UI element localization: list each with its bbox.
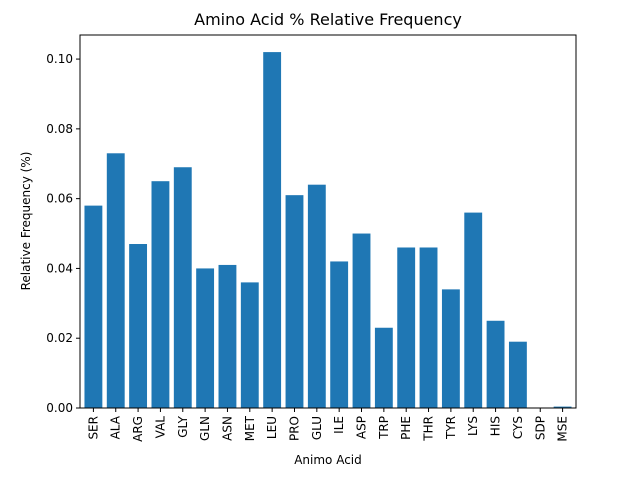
bar-cys [508,341,527,408]
bar-pro [285,195,304,408]
x-tick-label-ile: ILE [332,416,346,434]
bar-leu [263,52,282,408]
y-tick-label: 0.02 [46,331,73,345]
x-tick-label-sdp: SDP [533,416,547,440]
bar-asn [218,264,237,408]
bar-ser [84,205,103,408]
bar-tyr [441,289,460,408]
x-tick-label-val: VAL [153,416,167,439]
x-tick-label-ser: SER [86,416,100,440]
x-tick-label-pro: PRO [287,416,301,441]
x-tick-label-his: HIS [489,416,503,436]
bar-ile [330,261,349,408]
x-tick-label-ala: ALA [109,415,123,439]
y-axis-label: Relative Frequency (%) [19,152,33,291]
chart-title: Amino Acid % Relative Frequency [194,10,462,29]
x-tick-label-asn: ASN [220,416,234,441]
bar-gln [196,268,215,408]
bar-asp [352,233,371,408]
bar-met [240,282,259,408]
bar-arg [129,244,148,408]
x-tick-label-asp: ASP [355,416,369,439]
plot-frame [79,34,577,409]
bar-trp [374,327,393,408]
x-tick-label-met: MET [243,415,257,441]
x-tick-label-gly: GLY [176,415,190,437]
y-tick-label: 0.10 [46,52,73,66]
y-axis: 0.00 0.02 0.04 0.06 0.08 0.10 [46,52,80,415]
bar-ala [106,153,125,408]
bars-group [84,52,572,408]
x-tick-label-cys: CYS [511,416,525,439]
y-tick-label: 0.00 [46,401,73,415]
x-tick-label-trp: TRP [377,416,391,440]
y-tick-label: 0.04 [46,261,73,275]
x-tick-label-mse: MSE [556,416,570,442]
x-tick-label-lys: LYS [466,416,480,436]
x-tick-label-thr: THR [422,416,436,442]
bar-lys [464,212,483,408]
bar-mse [553,406,572,408]
y-tick-label: 0.06 [46,192,73,206]
x-tick-label-tyr: TYR [444,416,458,440]
x-tick-label-leu: LEU [265,416,279,439]
x-tick-label-arg: ARG [131,416,145,442]
x-axis: SER ALA ARG VAL GLY GLN ASN MET LEU PRO GLU ILE ASP T… [86,408,570,442]
x-tick-label-gln: GLN [198,416,212,441]
bar-glu [307,184,326,408]
x-tick-label-glu: GLU [310,416,324,440]
x-tick-label-phe: PHE [399,416,413,440]
y-tick-label: 0.08 [46,122,73,136]
bar-his [486,320,505,408]
bar-thr [419,247,438,408]
bar-gly [173,167,192,408]
bar-val [151,181,170,408]
x-axis-label: Animo Acid [294,453,362,467]
bar-phe [397,247,416,408]
